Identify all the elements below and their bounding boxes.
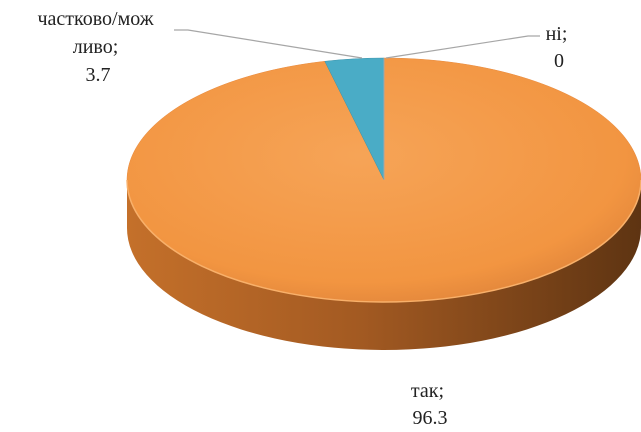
data-label-tak: так; 96.3 — [411, 380, 449, 429]
pie-side-wall — [127, 180, 641, 350]
data-label-ni: ні; 0 — [546, 23, 573, 72]
data-label-ni-value: 0 — [554, 50, 564, 72]
data-label-tak-line1: так; — [411, 380, 444, 402]
data-label-chastkovo-line1: частково/мож — [37, 8, 153, 30]
leader-line-ni — [385, 35, 540, 59]
data-label-chastkovo-line2: ливо; — [73, 36, 119, 58]
leader-line-chastkovo — [174, 29, 363, 59]
data-label-chastkovo: частково/мож ливо; 3.7 — [37, 8, 158, 86]
data-label-tak-value: 96.3 — [413, 407, 448, 429]
data-label-chastkovo-value: 3.7 — [86, 64, 111, 86]
data-label-ni-line1: ні; — [546, 23, 568, 45]
pie-rim-highlight — [126, 179, 641, 303]
